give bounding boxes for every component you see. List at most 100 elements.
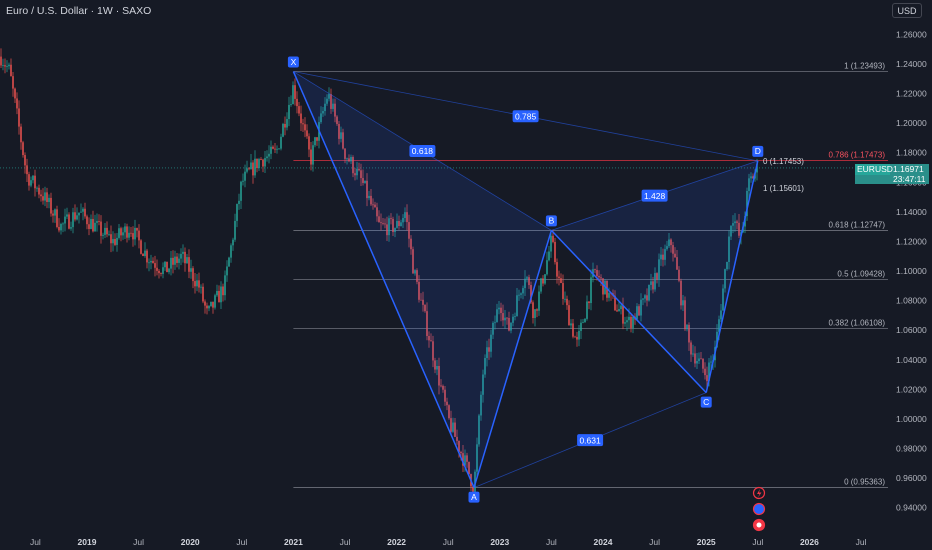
candle-body-35 — [70, 227, 72, 229]
candle-body-256 — [512, 316, 514, 323]
price-axis: 1.260001.240001.220001.200001.180001.160… — [896, 29, 927, 512]
dividend-icon[interactable] — [752, 486, 766, 500]
currency-badge[interactable]: USD — [892, 3, 922, 18]
candle-body-342 — [684, 300, 686, 330]
candle-body-375 — [750, 176, 752, 179]
candle-body-95 — [190, 268, 192, 272]
candle-body-236 — [472, 486, 474, 492]
candle-body-209 — [418, 281, 420, 300]
candle-body-63 — [126, 226, 128, 238]
candle-body-252 — [504, 317, 506, 321]
candle-body-101 — [202, 286, 204, 302]
candle-body-87 — [174, 256, 176, 265]
candle-body-76 — [152, 260, 154, 264]
candle-body-353 — [706, 375, 708, 382]
time-axis: Jul 2019 Jul 2020 Jul 2021 Jul 2022 Jul 2023 Jul 20… — [30, 537, 867, 547]
x-tick-16: Jul — [856, 537, 867, 547]
x-tick-0: Jul — [30, 537, 41, 547]
candle-body-25 — [50, 197, 52, 214]
candle-body-61 — [122, 232, 124, 236]
ratio-box-2 — [641, 189, 668, 202]
point-label-D: D — [755, 146, 761, 156]
candle-body-71 — [142, 253, 144, 257]
candle-body-207 — [414, 270, 416, 274]
candle-body-156 — [312, 145, 314, 165]
candle-body-329 — [658, 259, 660, 280]
candle-body-320 — [640, 299, 642, 316]
symbol-label: EURUSD — [855, 164, 893, 175]
candle-body-44 — [88, 224, 90, 229]
candle-body-203 — [406, 212, 408, 223]
candle-body-117 — [234, 220, 236, 240]
candle-body-334 — [668, 239, 670, 247]
candle-body-346 — [692, 353, 694, 355]
candle-body-333 — [666, 246, 668, 250]
candle-body-312 — [624, 322, 626, 324]
candle-body-240 — [480, 394, 482, 416]
candle-body-167 — [334, 103, 336, 117]
candle-body-45 — [90, 218, 92, 229]
candle-body-1 — [2, 65, 4, 66]
news-icon[interactable] — [752, 502, 766, 516]
candle-body-324 — [648, 284, 650, 301]
candle-body-66 — [132, 233, 134, 240]
fib-label-2: 0.618 (1.12747) — [829, 220, 886, 229]
candle-body-55 — [110, 234, 112, 244]
candle-body-205 — [410, 238, 412, 250]
candle-body-12 — [24, 155, 26, 166]
candle-body-152 — [304, 124, 306, 131]
candle-body-238 — [476, 444, 478, 472]
candle-body-72 — [144, 250, 146, 257]
candle-body-258 — [516, 295, 518, 317]
candle-body-88 — [176, 256, 178, 263]
candle-body-229 — [458, 440, 460, 452]
candle-body-297 — [594, 269, 596, 270]
candle-body-68 — [136, 227, 138, 231]
candle-body-121 — [242, 180, 244, 182]
y-tick-3: 1.20000 — [896, 118, 927, 128]
candle-body-79 — [158, 270, 160, 274]
candle-body-73 — [146, 250, 148, 263]
candle-body-90 — [180, 253, 182, 259]
candle-body-59 — [118, 228, 120, 238]
y-tick-2: 1.22000 — [896, 89, 927, 99]
candle-body-2 — [4, 65, 6, 67]
ratio-box-0 — [409, 144, 436, 157]
candle-body-187 — [374, 204, 376, 208]
candle-body-265 — [530, 285, 532, 303]
candle-body-300 — [600, 277, 602, 279]
y-tick-10: 1.06000 — [896, 325, 927, 335]
candle-body-129 — [258, 159, 260, 169]
candle-body-118 — [236, 204, 238, 221]
candle-body-135 — [270, 146, 272, 154]
candle-body-245 — [490, 334, 492, 352]
x-tick-11: 2024 — [594, 537, 613, 547]
candle-body-153 — [306, 130, 308, 137]
candle-body-280 — [560, 278, 562, 284]
candle-body-291 — [582, 322, 584, 324]
candle-body-52 — [104, 227, 106, 235]
candle-body-58 — [116, 237, 118, 245]
candle-body-97 — [194, 281, 196, 287]
candle-body-242 — [484, 358, 486, 375]
candle-body-206 — [412, 249, 414, 274]
candle-body-46 — [92, 218, 94, 232]
candle-body-182 — [364, 180, 366, 183]
leg-bc — [550, 229, 707, 394]
candle-body-10 — [20, 126, 22, 143]
candle-body-112 — [224, 275, 226, 296]
candle-body-367 — [734, 221, 736, 224]
candle-body-250 — [500, 307, 502, 314]
candle-body-340 — [680, 280, 682, 306]
ratio-label-2: 1.428 — [644, 191, 666, 201]
candle-body-347 — [694, 353, 696, 364]
candle-body-232 — [464, 455, 466, 466]
candle-body-211 — [422, 299, 424, 305]
candle-body-261 — [522, 288, 524, 294]
candle-body-3 — [6, 66, 8, 67]
candle-body-341 — [682, 300, 684, 306]
candle-body-166 — [332, 103, 334, 109]
candle-body-179 — [358, 168, 360, 171]
candle-body-157 — [314, 137, 316, 146]
